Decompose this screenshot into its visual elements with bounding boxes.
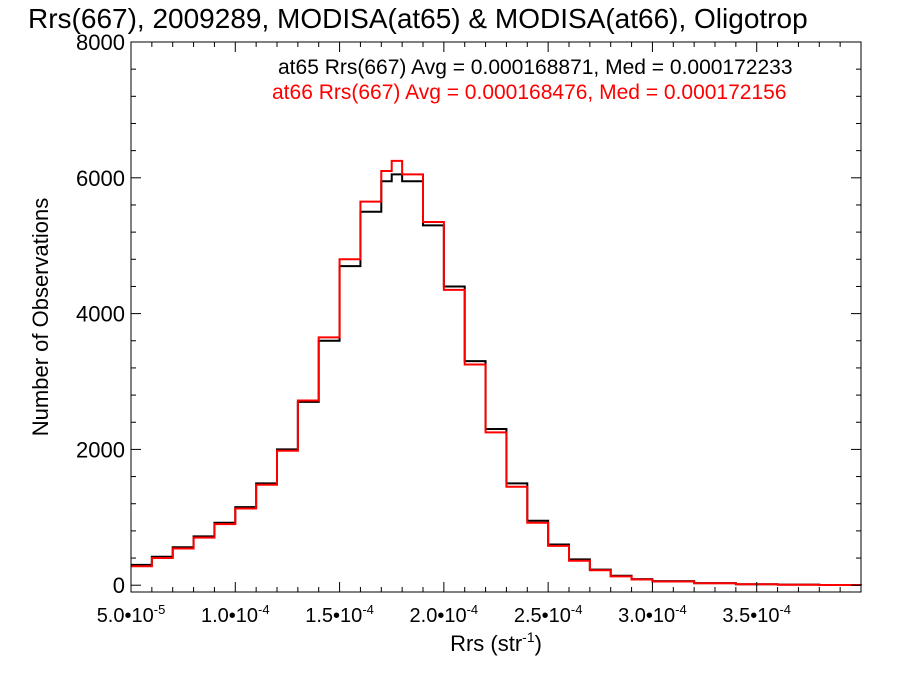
legend-at66: at66 Rrs(667) Avg = 0.000168476, Med = 0… bbox=[272, 81, 787, 104]
y-tick-label: 4000 bbox=[76, 302, 125, 327]
x-axis-label-main: Rrs (str bbox=[450, 631, 522, 656]
x-tick-label: 3.5•10-4 bbox=[722, 602, 791, 627]
plot-frame bbox=[130, 41, 862, 593]
legend-at65: at65 Rrs(667) Avg = 0.000168871, Med = 0… bbox=[278, 56, 793, 79]
series-at66-line bbox=[131, 159, 862, 587]
y-tick-label: 6000 bbox=[76, 166, 125, 191]
y-tick-label: 2000 bbox=[76, 437, 125, 462]
ticks-layer: 0 2000 4000 6000 8000 5.0•10-5 1.0•10-4 1.5•10-… bbox=[76, 30, 861, 627]
x-tick-label: 2.5•10-4 bbox=[514, 602, 583, 627]
series-at65-line bbox=[131, 173, 862, 586]
chart-title: Rrs(667), 2009289, MODISA(at65) & MODISA… bbox=[28, 3, 808, 34]
y-axis-label: Number of Observations bbox=[28, 198, 53, 436]
series-layer bbox=[131, 159, 862, 587]
x-tick-label: 3.0•10-4 bbox=[618, 602, 687, 627]
x-axis-label-sup: -1 bbox=[522, 629, 535, 645]
x-tick-label: 1.0•10-4 bbox=[201, 602, 270, 627]
y-tick-label: 0 bbox=[113, 573, 125, 598]
x-axis-label-suffix: ) bbox=[535, 631, 542, 656]
x-tick-label: 2.0•10-4 bbox=[410, 602, 479, 627]
x-axis-label: Rrs (str-1) bbox=[450, 629, 542, 656]
x-tick-label: 5.0•10-5 bbox=[97, 602, 166, 627]
y-tick-label: 8000 bbox=[76, 30, 125, 55]
x-tick-label: 1.5•10-4 bbox=[305, 602, 374, 627]
